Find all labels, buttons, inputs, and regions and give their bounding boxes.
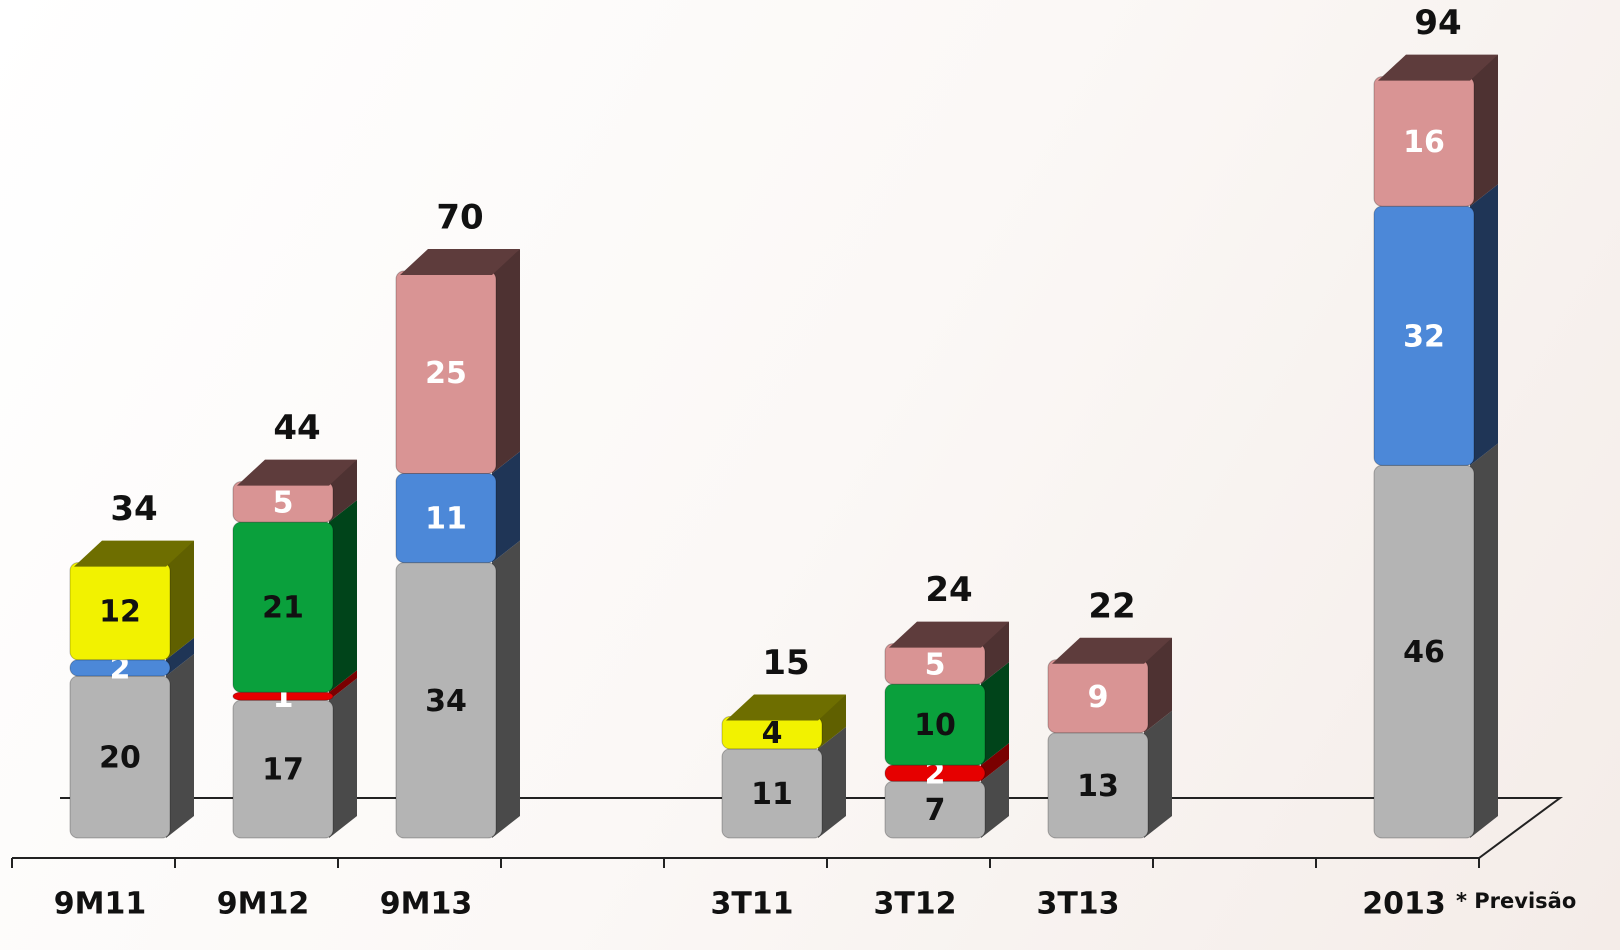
value-label: 4 (762, 716, 783, 751)
value-label: 7 (925, 793, 946, 828)
annotation: * Previsão (1456, 889, 1576, 913)
bar-top (400, 249, 520, 275)
value-label: 9 (1088, 680, 1109, 715)
x-tick-label: 3T13 (1036, 887, 1119, 922)
bar-side (492, 451, 520, 563)
value-label: 25 (425, 356, 467, 391)
total-label: 22 (1088, 586, 1135, 626)
total-label: 15 (762, 643, 809, 683)
bar-side (818, 726, 846, 838)
bar-side (1470, 184, 1498, 466)
bar-side (492, 540, 520, 838)
value-label: 34 (425, 684, 467, 719)
value-label: 5 (273, 485, 294, 520)
value-label: 2 (110, 651, 131, 686)
value-label: 11 (751, 777, 793, 812)
bar (232, 691, 334, 701)
total-label: 44 (273, 408, 320, 448)
value-label: 17 (262, 753, 304, 788)
value-label: 20 (99, 741, 141, 776)
x-tick-label: 2013 (1362, 887, 1446, 922)
value-label: 10 (914, 708, 956, 743)
bar-side (1470, 443, 1498, 838)
value-label: 46 (1403, 635, 1445, 670)
bar-side (981, 759, 1009, 838)
bar-side (981, 621, 1009, 685)
bar-side (818, 694, 846, 749)
value-label: 5 (925, 647, 946, 682)
value-label: 32 (1403, 319, 1445, 354)
bar-side (166, 637, 194, 676)
bar-top (237, 459, 357, 486)
x-tick-label: 9M11 (54, 887, 146, 922)
bar-top (889, 621, 1009, 648)
value-label: 21 (262, 591, 304, 626)
bar-side (1144, 710, 1172, 838)
value-label: 11 (425, 502, 467, 537)
bar-side (166, 540, 194, 660)
total-label: 34 (110, 489, 157, 529)
value-label: 2 (925, 757, 946, 792)
total-label: 70 (436, 198, 483, 238)
bar-top (1052, 637, 1172, 664)
x-tick-label: 3T12 (873, 887, 956, 922)
bar-side (981, 662, 1009, 766)
bar-top (726, 694, 846, 721)
x-tick-label: 9M13 (380, 887, 472, 922)
bar-side (492, 249, 520, 474)
bar-top (74, 540, 194, 567)
bar-side (329, 500, 357, 693)
total-label: 24 (925, 570, 972, 610)
bar-side (1470, 54, 1498, 207)
x-tick-label: 3T11 (710, 887, 793, 922)
bar-side (1144, 637, 1172, 733)
bar-side (166, 654, 194, 838)
total-label: 94 (1414, 3, 1461, 43)
bar-side (329, 678, 357, 838)
value-label: 12 (99, 595, 141, 630)
bar-top (1378, 54, 1498, 81)
bar-side (329, 459, 357, 523)
bar-side (981, 743, 1009, 782)
bar-side (329, 670, 357, 701)
value-label: 16 (1403, 125, 1445, 160)
value-label: 13 (1077, 769, 1119, 804)
x-tick-label: 9M12 (217, 887, 309, 922)
